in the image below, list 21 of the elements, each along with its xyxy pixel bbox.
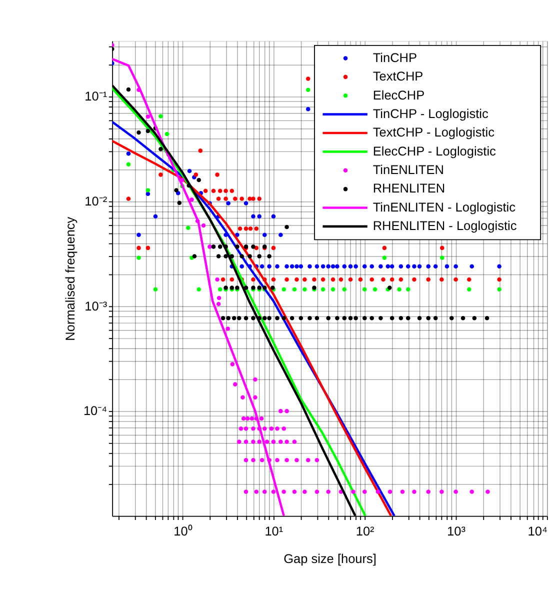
legend-label: TinCHP - Loglogistic — [372, 106, 489, 121]
x-tick-label: 10² — [356, 523, 374, 538]
legend-label: TinENLITEN - Loglogistic — [372, 199, 516, 214]
legend-label: RHENLITEN — [372, 180, 446, 196]
legend-label: TextCHP - Loglogistic — [372, 124, 496, 140]
legend-label: ElecCHP — [372, 87, 425, 102]
legend-label: TinCHP — [372, 50, 418, 65]
y-tick-label: 10⁻¹ — [84, 88, 108, 104]
legend-label: TextCHP — [372, 68, 424, 84]
legend-label: ElecCHP - Loglogistic — [372, 143, 497, 158]
x-tick-label: 10³ — [447, 523, 466, 538]
x-tick-label: 10¹ — [264, 523, 284, 538]
y-axis-title: Normalised frequency — [62, 216, 78, 341]
x-tick-label: 10⁰ — [174, 523, 193, 538]
y-tick-label: 10⁻³ — [84, 298, 108, 314]
y-tick-label: 10⁻⁴ — [83, 403, 108, 418]
legend-label: RHENLITEN - Loglogistic — [372, 218, 518, 234]
x-tick-label: 10⁴ — [528, 523, 548, 538]
legend-label: TinENLITEN — [372, 162, 444, 178]
x-axis-title: Gap size [hours] — [284, 550, 376, 566]
y-tick-label: 10⁻² — [84, 194, 108, 209]
